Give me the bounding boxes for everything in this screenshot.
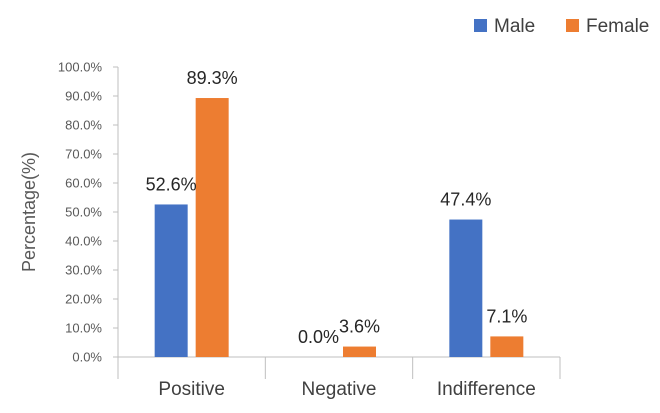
data-label-female-indifference: 7.1% bbox=[486, 306, 527, 326]
data-label-male-indifference: 47.4% bbox=[440, 190, 491, 210]
y-tick-label: 60.0% bbox=[65, 176, 102, 191]
bar-female-negative bbox=[343, 346, 376, 357]
y-tick-label: 100.0% bbox=[58, 60, 103, 75]
legend-swatch-female bbox=[566, 19, 579, 32]
data-label-male-positive: 52.6% bbox=[146, 174, 197, 194]
x-category-label: Positive bbox=[158, 379, 225, 400]
bar-female-indifference bbox=[490, 336, 524, 357]
y-tick-label: 30.0% bbox=[65, 263, 102, 278]
data-label-female-negative: 3.6% bbox=[339, 317, 380, 337]
bar-female-positive bbox=[195, 98, 229, 357]
x-category-label: Indifference bbox=[437, 379, 536, 400]
x-axis: Positive Negative Indifference bbox=[117, 356, 561, 400]
bar-male-indifference bbox=[449, 219, 483, 357]
bar-male-positive bbox=[154, 204, 188, 357]
data-label-female-positive: 89.3% bbox=[187, 68, 238, 88]
legend-swatch-male bbox=[474, 19, 487, 32]
y-tick-labels: 0.0% 10.0% 20.0% 30.0% 40.0% 50.0% 60.0% 70.0% 8… bbox=[58, 60, 118, 365]
y-tick-label: 10.0% bbox=[65, 321, 102, 336]
data-label-male-negative: 0.0% bbox=[298, 327, 339, 347]
y-tick-label: 0.0% bbox=[72, 350, 102, 365]
data-labels: 52.6% 0.0% 47.4% 89.3% 3.6% 7.1% bbox=[146, 68, 528, 347]
y-axis-title: Percentage(%) bbox=[19, 152, 39, 272]
y-tick-label: 70.0% bbox=[65, 147, 102, 162]
y-tick-label: 80.0% bbox=[65, 118, 102, 133]
y-tick-label: 90.0% bbox=[65, 89, 102, 104]
legend-label-female: Female bbox=[586, 16, 649, 37]
y-tick-label: 50.0% bbox=[65, 205, 102, 220]
legend-label-male: Male bbox=[494, 16, 535, 37]
y-tick-label: 40.0% bbox=[65, 234, 102, 249]
x-category-label: Negative bbox=[302, 379, 377, 400]
y-tick-label: 20.0% bbox=[65, 292, 102, 307]
bars bbox=[154, 98, 524, 357]
legend: Male Female bbox=[474, 16, 649, 37]
